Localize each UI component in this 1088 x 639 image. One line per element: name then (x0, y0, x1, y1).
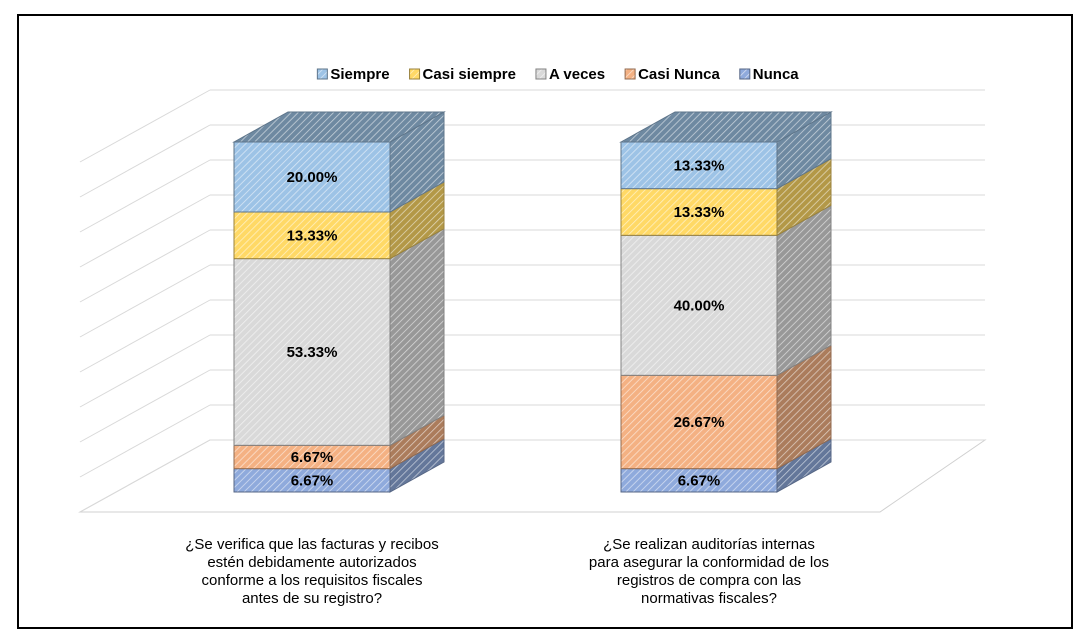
legend-label: Casi Nunca (638, 66, 720, 83)
grid-side (79, 404, 211, 478)
legend-swatch (739, 68, 751, 80)
data-label: 13.33% (287, 227, 338, 244)
chart-frame (17, 14, 1073, 629)
bar-side (389, 227, 445, 447)
legend-label: A veces (549, 66, 605, 83)
bar-top (232, 111, 446, 143)
bar-segment (233, 227, 445, 447)
legend-label: Siempre (330, 66, 389, 83)
legend-label: Nunca (753, 66, 800, 83)
x-tick-label: ¿Se verifica que las facturas y recibos e… (185, 536, 438, 607)
bar-segment (232, 111, 446, 213)
grid-side (79, 334, 211, 408)
data-label: 6.67% (291, 472, 334, 489)
grid-side (79, 264, 211, 338)
legend-label: Casi siempre (423, 66, 516, 83)
bar-segment (233, 437, 445, 493)
data-label: 53.33% (287, 344, 338, 361)
data-label: 6.67% (678, 472, 721, 489)
grid-side (79, 159, 211, 233)
grid-side (79, 299, 211, 373)
legend-swatch (535, 68, 547, 80)
data-label: 6.67% (291, 449, 334, 466)
bar-front (620, 374, 778, 470)
grid-side (79, 369, 211, 443)
data-label: 13.33% (674, 204, 725, 221)
grid-side (79, 229, 211, 303)
grid-side (79, 194, 211, 268)
bar-segment (620, 204, 832, 377)
bar-segment (233, 181, 445, 260)
bar-top (619, 111, 833, 143)
bar-segment (620, 157, 832, 237)
bar-segment (620, 344, 832, 470)
data-label: 26.67% (674, 414, 725, 431)
bar-front (233, 258, 391, 446)
grid-side (79, 439, 211, 513)
grid-side (79, 124, 211, 198)
grid-side (79, 89, 211, 163)
bar-front (620, 141, 778, 190)
data-label: 40.00% (674, 297, 725, 314)
legend-swatch (316, 68, 328, 80)
legend: Siempre Casi siempre A veces Casi Nunca Nunc… (316, 66, 800, 83)
legend-swatch (409, 68, 421, 80)
bar-front (233, 141, 391, 213)
legend-swatch (624, 68, 636, 80)
data-label: 20.00% (287, 169, 338, 186)
bar-segment (619, 111, 833, 190)
x-tick-label: ¿Se realizan auditorías internas para ase… (589, 536, 829, 607)
grid-line (79, 89, 985, 163)
bar-front (620, 188, 778, 236)
bar-front (620, 234, 778, 376)
data-label: 13.33% (674, 157, 725, 174)
